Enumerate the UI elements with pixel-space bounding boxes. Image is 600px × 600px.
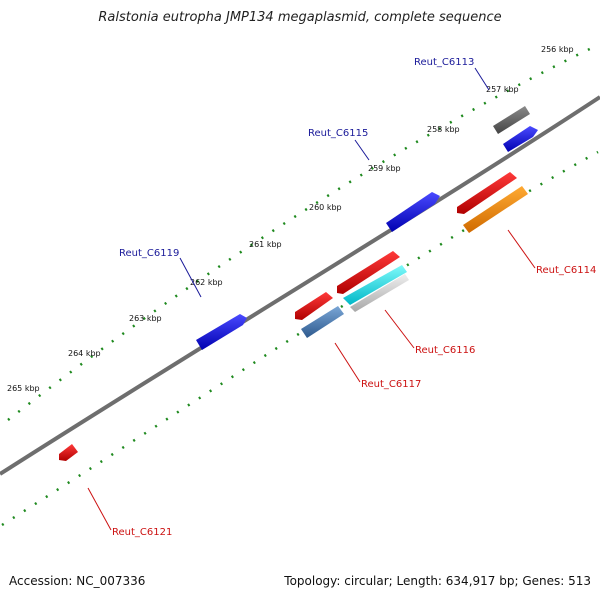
- gene-feature-c6114-red[interactable]: [457, 172, 517, 214]
- leader-line: [354, 139, 370, 161]
- gene-label[interactable]: Reut_C6116: [415, 345, 475, 356]
- gene-label[interactable]: Reut_C6115: [308, 128, 368, 139]
- gene-label[interactable]: Reut_C6113: [414, 57, 474, 68]
- gene-feature-c6113[interactable]: [503, 126, 538, 152]
- gene-label[interactable]: Reut_C6114: [536, 265, 596, 276]
- tick-label: 265 kbp: [7, 384, 40, 393]
- map-title: Ralstonia eutropha JMP134 megaplasmid, c…: [98, 10, 502, 25]
- gene-feature-c6117-red[interactable]: [295, 292, 333, 320]
- gene-feature-c6116-red[interactable]: [337, 251, 400, 294]
- leader-line: [507, 229, 536, 269]
- gene-feature-c6121[interactable]: [59, 444, 78, 461]
- gene-feature-c6114[interactable]: [463, 186, 528, 233]
- tick-label: 260 kbp: [309, 203, 342, 212]
- leader-line: [334, 342, 361, 383]
- leader-line: [179, 257, 202, 298]
- gene-label[interactable]: Reut_C6117: [361, 379, 421, 390]
- gene-label[interactable]: Reut_C6119: [119, 248, 179, 259]
- gene-feature-c6119[interactable]: [196, 314, 247, 350]
- tick-label: 259 kbp: [368, 164, 401, 173]
- tick-label: 261 kbp: [249, 240, 282, 249]
- gene-feature-c6116[interactable]: [343, 265, 407, 305]
- gene-feature-c6115[interactable]: [386, 192, 440, 232]
- inner-tick-track: [1, 150, 599, 527]
- gene-feature-c6117[interactable]: [301, 306, 344, 338]
- gene-feature-c6116-grey[interactable]: [350, 274, 409, 312]
- gene-label[interactable]: Reut_C6121: [112, 527, 172, 538]
- tick-label: 257 kbp: [486, 85, 519, 94]
- leader-line: [474, 67, 490, 91]
- tick-label: 256 kbp: [541, 45, 574, 54]
- accession-text: Accession: NC_007336: [9, 574, 146, 588]
- tick-label: 264 kbp: [68, 349, 101, 358]
- leader-line: [87, 487, 112, 531]
- leader-line: [384, 309, 415, 349]
- tick-label: 263 kbp: [129, 314, 162, 323]
- topology-summary: Topology: circular; Length: 634,917 bp; …: [284, 574, 591, 588]
- backbone-line: [0, 95, 600, 476]
- gene-feature-c6113-grey[interactable]: [493, 106, 530, 134]
- outer-tick-track: [7, 43, 599, 421]
- tick-label: 262 kbp: [190, 278, 223, 287]
- tick-label: 258 kbp: [427, 125, 460, 134]
